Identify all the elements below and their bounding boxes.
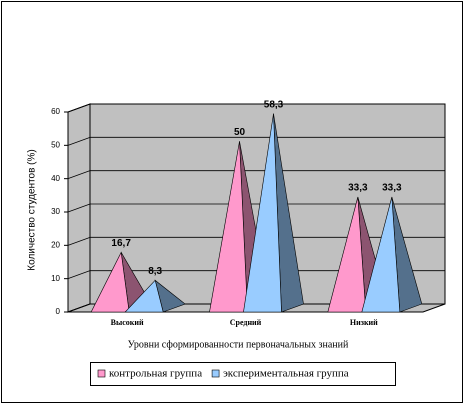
grid-line	[67, 170, 91, 180]
grid-line	[67, 236, 91, 246]
pyramid-front	[243, 113, 282, 313]
grid-line	[67, 303, 91, 313]
y-tick-label: 10	[51, 274, 60, 283]
y-tick-label: 30	[51, 207, 60, 216]
legend-label: экспериментальная группа	[223, 368, 349, 380]
legend-swatch	[97, 369, 106, 378]
pyramid	[361, 196, 423, 313]
grid-line	[67, 270, 91, 280]
y-axis-title: Количество студентов (%)	[27, 149, 38, 270]
grid-line	[67, 136, 91, 146]
data-label: 33,3	[382, 183, 402, 194]
y-tick-label: 0	[56, 307, 61, 316]
data-label: 50	[234, 127, 246, 138]
y-tick-label: 40	[51, 174, 60, 183]
pyramid-front	[361, 196, 401, 313]
y-tick-label: 50	[51, 140, 60, 149]
pyramid-front	[90, 251, 130, 313]
data-label: 8,3	[148, 266, 162, 277]
data-label: 16,7	[111, 238, 131, 249]
legend-label: контрольная группа	[109, 368, 202, 380]
grid-line	[67, 203, 91, 213]
pyramid	[243, 113, 304, 313]
y-tick-label: 60	[51, 107, 60, 116]
grid-line	[67, 103, 91, 113]
y-tick-label: 20	[51, 240, 60, 249]
data-label: 58,3	[264, 99, 284, 110]
pyramid	[124, 279, 186, 313]
x-tick-label: Низкий	[350, 318, 378, 327]
legend	[90, 362, 396, 386]
x-tick-label: Высокий	[111, 318, 144, 327]
pyramid-front	[209, 141, 248, 313]
pyramid-front	[327, 196, 367, 313]
data-label: 33,3	[348, 183, 368, 194]
pyramid-front	[124, 279, 164, 313]
x-tick-label: Средний	[230, 318, 262, 327]
legend-swatch	[211, 369, 220, 378]
x-axis-title: Уровни сформированности первоначальных з…	[128, 339, 349, 350]
